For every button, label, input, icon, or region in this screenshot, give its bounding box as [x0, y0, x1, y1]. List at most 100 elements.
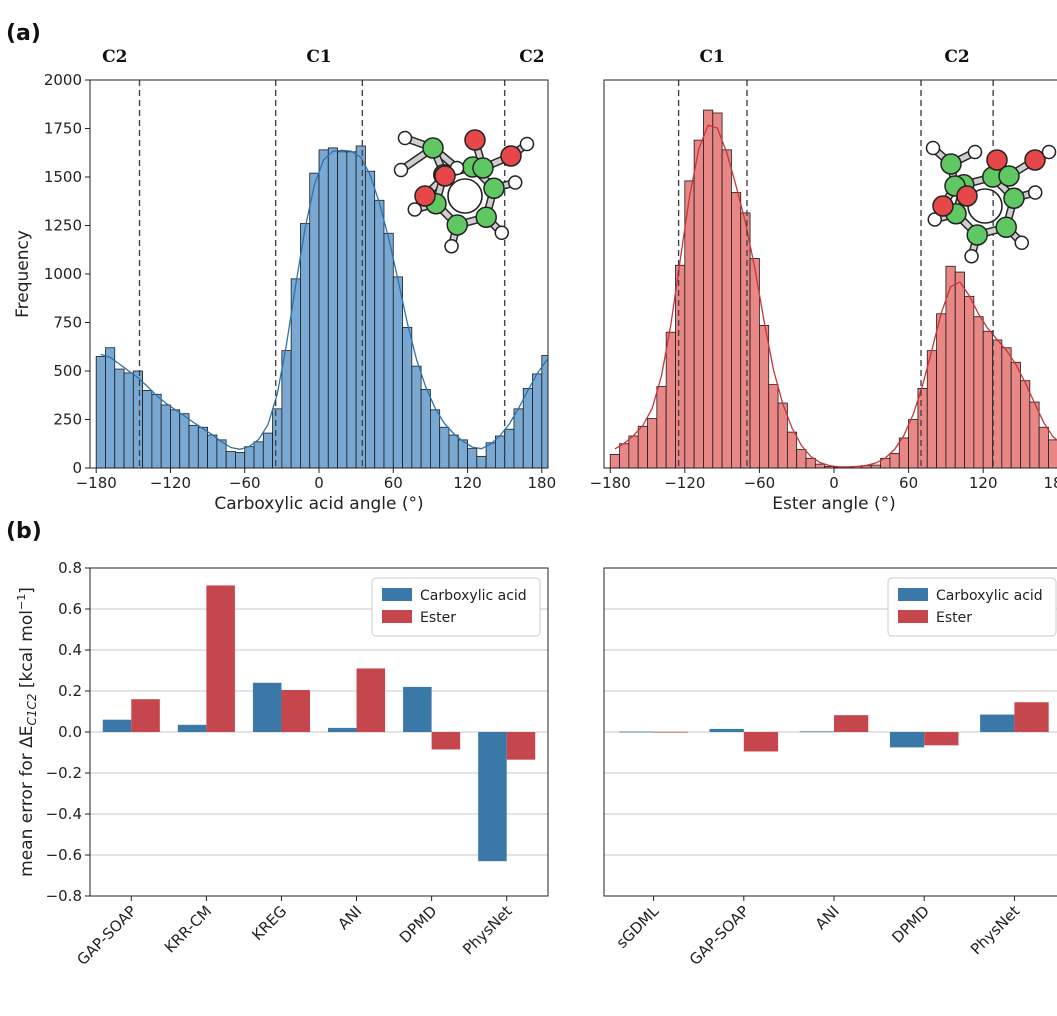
x-tick-label: GAP-SOAP: [73, 902, 140, 969]
y-tick-label: −0.6: [46, 846, 82, 864]
histogram-bar: [457, 439, 468, 468]
x-tick-label: 60: [384, 474, 403, 492]
mean-error-chart-right: sGDML GAP-SOAP ANI DPMD PhysNet Carboxylic a…: [603, 567, 1057, 969]
y-tick-label: 0.2: [58, 682, 82, 700]
bar-carboxylic-acid: [709, 728, 744, 732]
histogram-bar: [402, 326, 413, 468]
histogram-bar: [786, 431, 798, 468]
x-tick-label: −60: [744, 474, 776, 492]
histogram-bar: [814, 463, 826, 468]
oxygen-atom: [500, 145, 522, 167]
x-tick-label: 60: [899, 474, 918, 492]
histogram-bar: [504, 428, 515, 468]
histogram-bar: [1010, 361, 1021, 468]
y-axis-label: Frequency: [13, 230, 33, 318]
x-tick-label: PhysNet: [459, 902, 515, 958]
y-tick-label: 0.8: [58, 559, 82, 577]
oxygen-atom: [1024, 149, 1046, 171]
kde-curve: [100, 149, 548, 450]
histogram-bar: [522, 388, 533, 468]
histogram-bar: [123, 372, 134, 468]
bar-carboxylic-acid: [980, 714, 1015, 732]
legend-label: Carboxylic acid: [936, 588, 1043, 604]
legend-label: Ester: [936, 610, 972, 626]
bar-ester: [356, 668, 386, 732]
bar-ester: [834, 715, 869, 732]
y-axis-label-subscript: C1C2: [25, 693, 39, 725]
histogram-bar: [105, 347, 116, 468]
oxygen-atom: [986, 149, 1008, 171]
panel-label-a: (a): [6, 21, 41, 46]
region-label: C2: [519, 47, 544, 67]
histogram-bar: [936, 313, 947, 468]
region-label: C1: [699, 47, 724, 67]
bar-ester: [653, 731, 688, 733]
histogram-bar: [982, 330, 993, 468]
histogram-bar: [619, 443, 630, 468]
aromatic-ring-circle: [447, 178, 483, 214]
histogram-bar: [132, 370, 144, 468]
histogram-bar: [684, 180, 695, 468]
legend-label: Ester: [420, 610, 456, 626]
histogram-bar: [731, 192, 742, 468]
histogram-bar: [693, 139, 704, 468]
histogram-bar: [759, 325, 770, 468]
histogram-bar: [281, 350, 292, 468]
histogram-bar: [712, 112, 723, 468]
y-tick-label: 1250: [44, 217, 82, 235]
histogram-bar: [494, 435, 506, 468]
legend-swatch: [898, 588, 928, 601]
histogram-ester: −180 −120 −60 0 60 120 180 C1 C2 Ester angle (°…: [590, 47, 1057, 514]
histogram-bar: [235, 452, 246, 468]
histogram-bar: [392, 276, 403, 468]
y-tick-label: 2000: [44, 71, 82, 89]
bar-carboxylic-acid: [478, 732, 507, 862]
histogram-bar: [253, 441, 264, 468]
histogram-bar: [721, 149, 732, 468]
bar-carboxylic-acid: [177, 724, 207, 732]
y-tick-label: 1500: [44, 168, 82, 186]
y-axis-label: mean error for ΔEC1C2 [kcal mol−1]: [15, 587, 39, 877]
histogram-bar: [1048, 439, 1057, 468]
histogram-bar: [244, 446, 255, 468]
histogram-bar: [188, 424, 199, 468]
histogram-bar: [628, 435, 639, 468]
histogram-bar: [917, 388, 928, 468]
bar-carboxylic-acid: [328, 727, 357, 732]
bar-carboxylic-acid: [102, 719, 132, 732]
oxygen-atom: [956, 185, 978, 207]
histogram-bar: [796, 449, 807, 468]
histogram-bar: [355, 145, 366, 468]
region-label: C1: [306, 47, 331, 67]
histogram-bar: [197, 426, 208, 468]
x-tick-label: KREG: [248, 902, 290, 944]
histogram-bar: [476, 455, 487, 468]
molecule-carboxylic-acid-illustration: [393, 129, 535, 254]
y-tick-label: −0.8: [46, 887, 82, 905]
y-tick-label: 0: [72, 459, 82, 477]
bar-ester: [431, 732, 461, 750]
histogram-bar: [908, 419, 919, 468]
x-tick-label: −120: [150, 474, 191, 492]
histogram-bar: [272, 408, 283, 468]
histogram-bar: [637, 425, 648, 468]
histogram-bar: [665, 331, 676, 468]
y-tick-label: −0.4: [46, 805, 82, 823]
histogram-bar: [411, 365, 422, 468]
carbon-atom: [472, 157, 494, 179]
histogram-carboxylic-acid: −180 −120 −60 0 60 120 180 0 250 500 750 1000 1250 15…: [13, 47, 556, 514]
x-tick-label: ANI: [334, 902, 365, 933]
histogram-bar: [898, 437, 909, 468]
legend-box: [887, 577, 1057, 637]
y-tick-label: 0.6: [58, 600, 82, 618]
histogram-bar: [160, 404, 171, 468]
y-tick-label: 1750: [44, 120, 82, 138]
histogram-bar: [768, 384, 779, 468]
panel-label-b: (b): [6, 519, 42, 544]
x-axis-label: Carboxylic acid angle (°): [214, 494, 423, 514]
legend-label: Carboxylic acid: [420, 588, 527, 604]
oxygen-atom: [932, 195, 954, 217]
x-tick-label: 120: [969, 474, 998, 492]
x-tick-label: −120: [664, 474, 705, 492]
